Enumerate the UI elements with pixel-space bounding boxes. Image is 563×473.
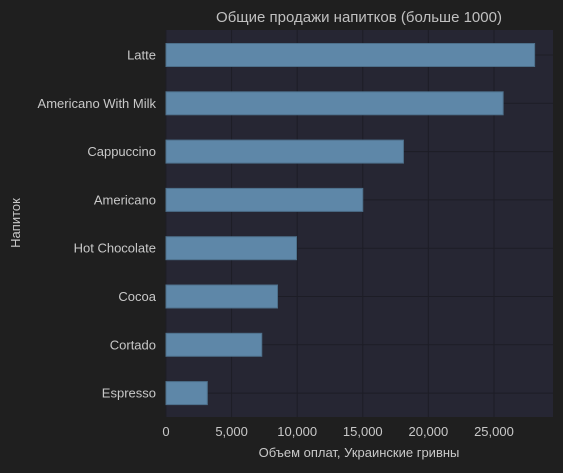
y-tick-label: Espresso	[102, 386, 156, 401]
plot-area	[166, 30, 553, 417]
bar-espresso	[165, 381, 208, 406]
y-tick-label: Americano	[94, 192, 156, 207]
bar-hot-chocolate	[165, 236, 298, 261]
bar-americano	[165, 187, 364, 212]
x-tick-label: 15,000	[343, 424, 383, 439]
y-tick-label: Cappuccino	[87, 144, 156, 159]
bar-americano-with-milk	[165, 91, 504, 116]
y-tick-label: Americano With Milk	[38, 96, 157, 111]
x-tick-label: 25,000	[474, 424, 514, 439]
bar-cocoa	[165, 284, 279, 309]
bar-latte	[165, 43, 536, 67]
y-tick-label: Cocoa	[118, 289, 156, 304]
y-axis-label: Напиток	[8, 198, 23, 248]
x-axis-label: Объем оплат, Украинские гривны	[259, 445, 460, 460]
x-tick-label: 0	[162, 424, 169, 439]
x-tick-label: 10,000	[277, 424, 317, 439]
bar-cortado	[165, 332, 263, 357]
bars	[165, 43, 536, 406]
bar-cappuccino	[165, 139, 404, 164]
y-tick-label: Hot Chocolate	[74, 241, 156, 256]
x-tick-label: 5,000	[215, 424, 248, 439]
y-tick-labels: Latte Americano With Milk Cappuccino Americ…	[38, 48, 157, 401]
x-tick-labels: 0 5,000 10,000 15,000 20,000 25,000	[162, 424, 513, 439]
chart-title: Общие продажи напитков (больше 1000)	[216, 9, 502, 26]
y-tick-label: Latte	[127, 48, 156, 63]
x-tick-label: 20,000	[408, 424, 448, 439]
y-tick-label: Cortado	[110, 337, 156, 352]
